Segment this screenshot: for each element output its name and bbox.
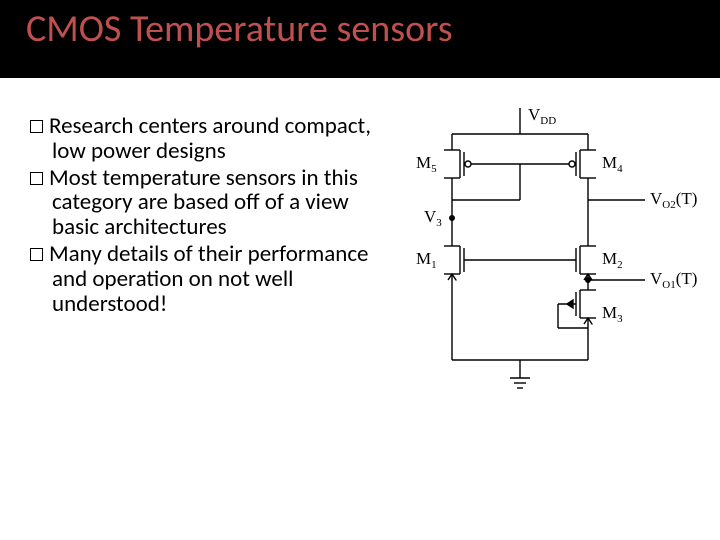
bullet-item: Most temperature sensors in this categor…: [30, 166, 378, 240]
label-m2: M2: [602, 249, 623, 271]
label-m3: M3: [602, 303, 623, 325]
bullet-list: Research centers around compact, low pow…: [30, 114, 378, 319]
slide-title: CMOS Temperature sensors: [26, 6, 453, 52]
label-v3: V3: [424, 207, 442, 229]
label-vo2: VO2(T): [650, 189, 697, 211]
bullet-box-icon: [30, 172, 43, 185]
label-m1: M1: [416, 249, 437, 271]
label-m5: M5: [416, 153, 437, 175]
bullet-text: Many details of their performance and op…: [49, 240, 369, 318]
bullet-text: Research centers around compact, low pow…: [49, 112, 371, 165]
bullet-item: Many details of their performance and op…: [30, 242, 378, 316]
label-vdd: VDD: [528, 105, 556, 127]
label-vo1: VO1(T): [650, 269, 697, 291]
bullet-box-icon: [30, 248, 43, 261]
slide-content: Research centers around compact, low pow…: [0, 78, 720, 319]
bullet-box-icon: [30, 120, 43, 133]
title-bar: CMOS Temperature sensors: [0, 0, 720, 78]
bullet-text: Most temperature sensors in this categor…: [49, 164, 358, 242]
label-m4: M4: [602, 153, 623, 175]
bullet-item: Research centers around compact, low pow…: [30, 114, 378, 164]
circuit-diagram: VDD M5 M4 V3 M1 M2 M3 VO2(T) VO1(T): [390, 100, 700, 420]
